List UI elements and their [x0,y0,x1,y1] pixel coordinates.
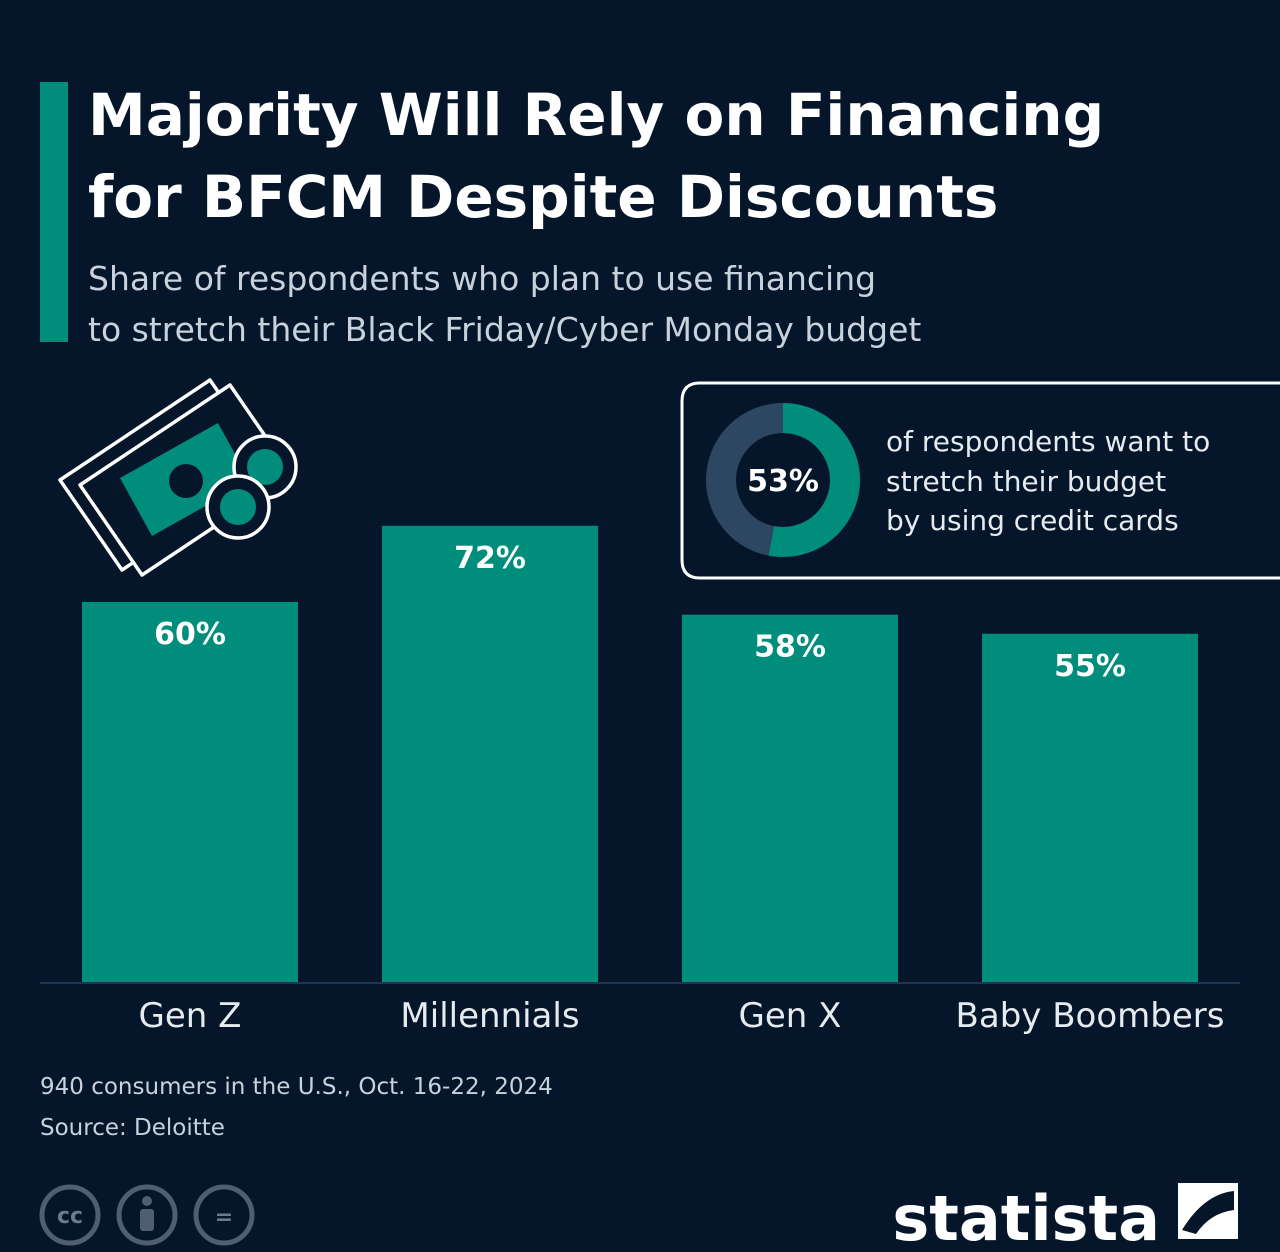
money-and-coins-icon [58,378,298,577]
bars-group: 60% Gen Z 72% Millennials 58% Gen X 55% Baby Bo… [82,525,1225,1036]
category-label: Gen X [739,996,842,1036]
callout-text-line-1: of respondents want to [886,425,1210,458]
callout-frame [680,381,1280,580]
chart-title-line-1: Majority Will Rely on Financing [88,81,1104,149]
bar-value-label: 60% [154,617,226,652]
svg-text:cc: cc [57,1204,83,1229]
bar-millennials [382,525,598,983]
chart-subtitle-line-2: to stretch their Black Friday/Cyber Mond… [88,310,921,349]
bar-value-label: 72% [454,541,526,576]
bar-value-label: 55% [1054,649,1126,684]
chart-subtitle-line-1: Share of respondents who plan to use fin… [88,259,876,298]
category-label: Baby Boombers [956,996,1225,1036]
bar-gen-z [82,602,298,983]
attribution-icon[interactable] [116,1184,178,1246]
statista-wordmark[interactable]: statista [892,1182,1160,1252]
title-accent-bar [40,82,68,342]
bar-gen-x [682,614,898,983]
bar-baby-boombers [982,633,1198,983]
cc-icon[interactable]: cc [39,1184,101,1246]
callout-donut: 53% [706,403,860,557]
donut-share-arc [768,403,860,557]
statista-logo-icon [1178,1183,1238,1239]
chart-title-line-2: for BFCM Despite Discounts [88,163,998,231]
no-derivatives-icon[interactable]: = [193,1184,255,1246]
bar-value-label: 58% [754,630,826,665]
svg-text:=: = [215,1205,233,1230]
donut-value-label: 53% [747,464,819,499]
category-label: Gen Z [139,996,242,1036]
callout-text-line-2: stretch their budget [886,465,1166,498]
category-label: Millennials [400,996,579,1036]
callout-text-line-3: by using credit cards [886,504,1179,537]
survey-note: 940 consumers in the U.S., Oct. 16-22, 2… [40,1074,553,1100]
source-note: Source: Deloitte [40,1115,225,1141]
